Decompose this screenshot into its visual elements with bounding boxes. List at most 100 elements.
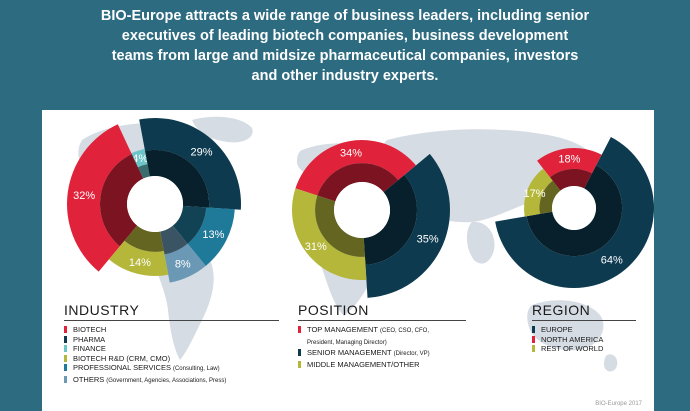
legend-swatch [532, 335, 535, 343]
legend-swatch [532, 326, 535, 333]
legend-item: BIOTECH R&D (CRM, CMO) [64, 354, 279, 364]
legend-title: INDUSTRY [64, 302, 279, 321]
legend-item: EUROPE [532, 325, 636, 335]
legend-item: SENIOR MANAGEMENT (Director, VP) [298, 348, 466, 360]
legend-label: BIOTECH [73, 325, 107, 334]
legend-label: PHARMA [73, 334, 106, 344]
legend-swatch [64, 354, 67, 362]
legend-item: PROFESSIONAL SERVICES (Consulting, Law) [64, 363, 279, 375]
slice-label: 34% [340, 148, 362, 160]
legend-label: PROFESSIONAL SERVICES (Consulting, Law) [73, 363, 220, 372]
slice-inner-ring [526, 165, 623, 257]
slice-label: 8% [175, 259, 191, 271]
slice-inner-ring [363, 174, 417, 265]
slice-biotech-r-d-crm-cmo- [108, 240, 169, 276]
slice-label: 17% [524, 188, 546, 200]
legend-label: FINANCE [73, 344, 106, 353]
legend-item: BIOTECH [64, 325, 279, 335]
legend-item: MIDDLE MANAGEMENT/OTHER [298, 360, 466, 370]
legend-item: FINANCE [64, 344, 279, 354]
legend-title: REGION [532, 302, 636, 321]
donut-hole [552, 186, 596, 230]
slice-label: 35% [417, 233, 439, 245]
legend-list: BIOTECH PHARMA FINANCE BIOTECH R&D (CRM, CM… [64, 325, 279, 386]
legend-item: PHARMA [64, 335, 279, 345]
slice-label: 18% [558, 154, 580, 166]
slice-north-america [537, 148, 602, 178]
legend-item: TOP MANAGEMENT (CEO, CSO, CFO, President, … [298, 325, 466, 348]
headline-line: BIO-Europe attracts a wide range of busi… [100, 8, 590, 24]
headline: BIO-Europe attracts a wide range of busi… [0, 6, 690, 86]
slice-finance [131, 148, 148, 168]
legend-swatch [64, 326, 67, 333]
legend-note: President, Managing Director) [307, 339, 387, 346]
slice-professional-services [187, 207, 235, 266]
legend-label: TOP MANAGEMENT (CEO, CSO, CFO, President, … [307, 325, 429, 346]
slice-inner-ring [317, 163, 399, 202]
donut-charts: 4% 29% 13% 8% 14% 32% 34% 35% 31% 18% 64% 17% [66, 118, 654, 298]
infographic-panel: 4% 29% 13% 8% 14% 32% 34% 35% 31% 18% 64% 17% INDUS… [42, 110, 654, 411]
donut-hole [334, 182, 390, 238]
legend-swatch [64, 335, 67, 343]
slice-label: 13% [202, 229, 224, 241]
donut-chart-region: 18% 64% 17% [495, 137, 654, 288]
slice-label: 4% [132, 153, 148, 165]
slice-label: 32% [73, 190, 95, 202]
legend-region: REGION EUROPE NORTH AMERICA REST OF WORLD [532, 302, 636, 354]
legend-label: REST OF WORLD [541, 344, 604, 353]
legend-label: OTHERS (Government, Agencies, Association… [73, 374, 227, 384]
legend-note: (Consulting, Law) [172, 366, 220, 372]
legend-list: TOP MANAGEMENT (CEO, CSO, CFO, President, … [298, 325, 466, 369]
legend-label: SENIOR MANAGEMENT (Director, VP) [307, 348, 430, 357]
slice-pharma [139, 118, 241, 210]
legend-note: (CEO, CSO, CFO, [379, 328, 429, 334]
slice-inner-ring [539, 180, 561, 214]
legend-industry: INDUSTRY BIOTECH PHARMA FINANCE BIOTECH R&D… [64, 302, 279, 386]
legend-label: MIDDLE MANAGEMENT/OTHER [307, 359, 420, 369]
legend-swatch [64, 345, 67, 352]
slice-top-management [295, 140, 416, 196]
legend-swatch [64, 375, 67, 383]
legend-swatch [298, 349, 301, 356]
headline-line: executives of leading biotech companies,… [121, 28, 569, 44]
slice-label: 14% [129, 257, 151, 269]
slice-inner-ring [145, 149, 210, 208]
slice-inner-ring [137, 164, 150, 179]
slice-inner-ring [172, 205, 207, 244]
slice-label: 29% [190, 147, 212, 159]
legend-item: REST OF WORLD [532, 344, 636, 354]
legend-label: NORTH AMERICA [541, 334, 604, 344]
legend-item: NORTH AMERICA [532, 335, 636, 345]
legend-position: POSITION TOP MANAGEMENT (CEO, CSO, CFO, Pr… [298, 302, 466, 369]
headline-line: and other industry experts. [251, 68, 439, 84]
slice-europe [495, 137, 654, 288]
slice-inner-ring [124, 225, 164, 252]
legend-list: EUROPE NORTH AMERICA REST OF WORLD [532, 325, 636, 354]
slice-others [164, 243, 206, 283]
slice-inner-ring [100, 154, 144, 247]
slice-inner-ring [549, 168, 593, 191]
donut-chart-industry: 4% 29% 13% 8% 14% 32% [66, 118, 241, 283]
slice-middle-management-other [292, 188, 367, 280]
legend-swatch [298, 360, 301, 368]
slice-inner-ring [160, 225, 188, 255]
credit-text: BIO-Europe 2017 [595, 401, 642, 407]
legend-note: (Director, VP) [393, 351, 430, 357]
legend-label: EUROPE [541, 325, 573, 334]
donut-chart-position: 34% 35% 31% [292, 140, 451, 298]
legend-label: BIOTECH R&D (CRM, CMO) [73, 353, 171, 363]
world-map-and-charts: 4% 29% 13% 8% 14% 32% 34% 35% 31% 18% 64% 17% [66, 116, 654, 372]
slice-biotech [66, 124, 132, 272]
legend-note: (Government, Agencies, Associations, Pre… [106, 377, 227, 384]
legend-swatch [298, 326, 301, 333]
legend-swatch [532, 345, 535, 352]
donut-hole [127, 176, 183, 232]
slice-label: 64% [601, 255, 623, 267]
slice-label: 31% [305, 241, 327, 253]
slice-inner-ring [315, 195, 365, 257]
slice-senior-management [365, 153, 451, 298]
legend-item: OTHERS (Government, Agencies, Association… [64, 375, 279, 387]
legend-swatch [64, 364, 67, 371]
slice-rest-of-world [524, 168, 553, 217]
headline-line: teams from large and midsize pharmaceuti… [111, 48, 579, 64]
